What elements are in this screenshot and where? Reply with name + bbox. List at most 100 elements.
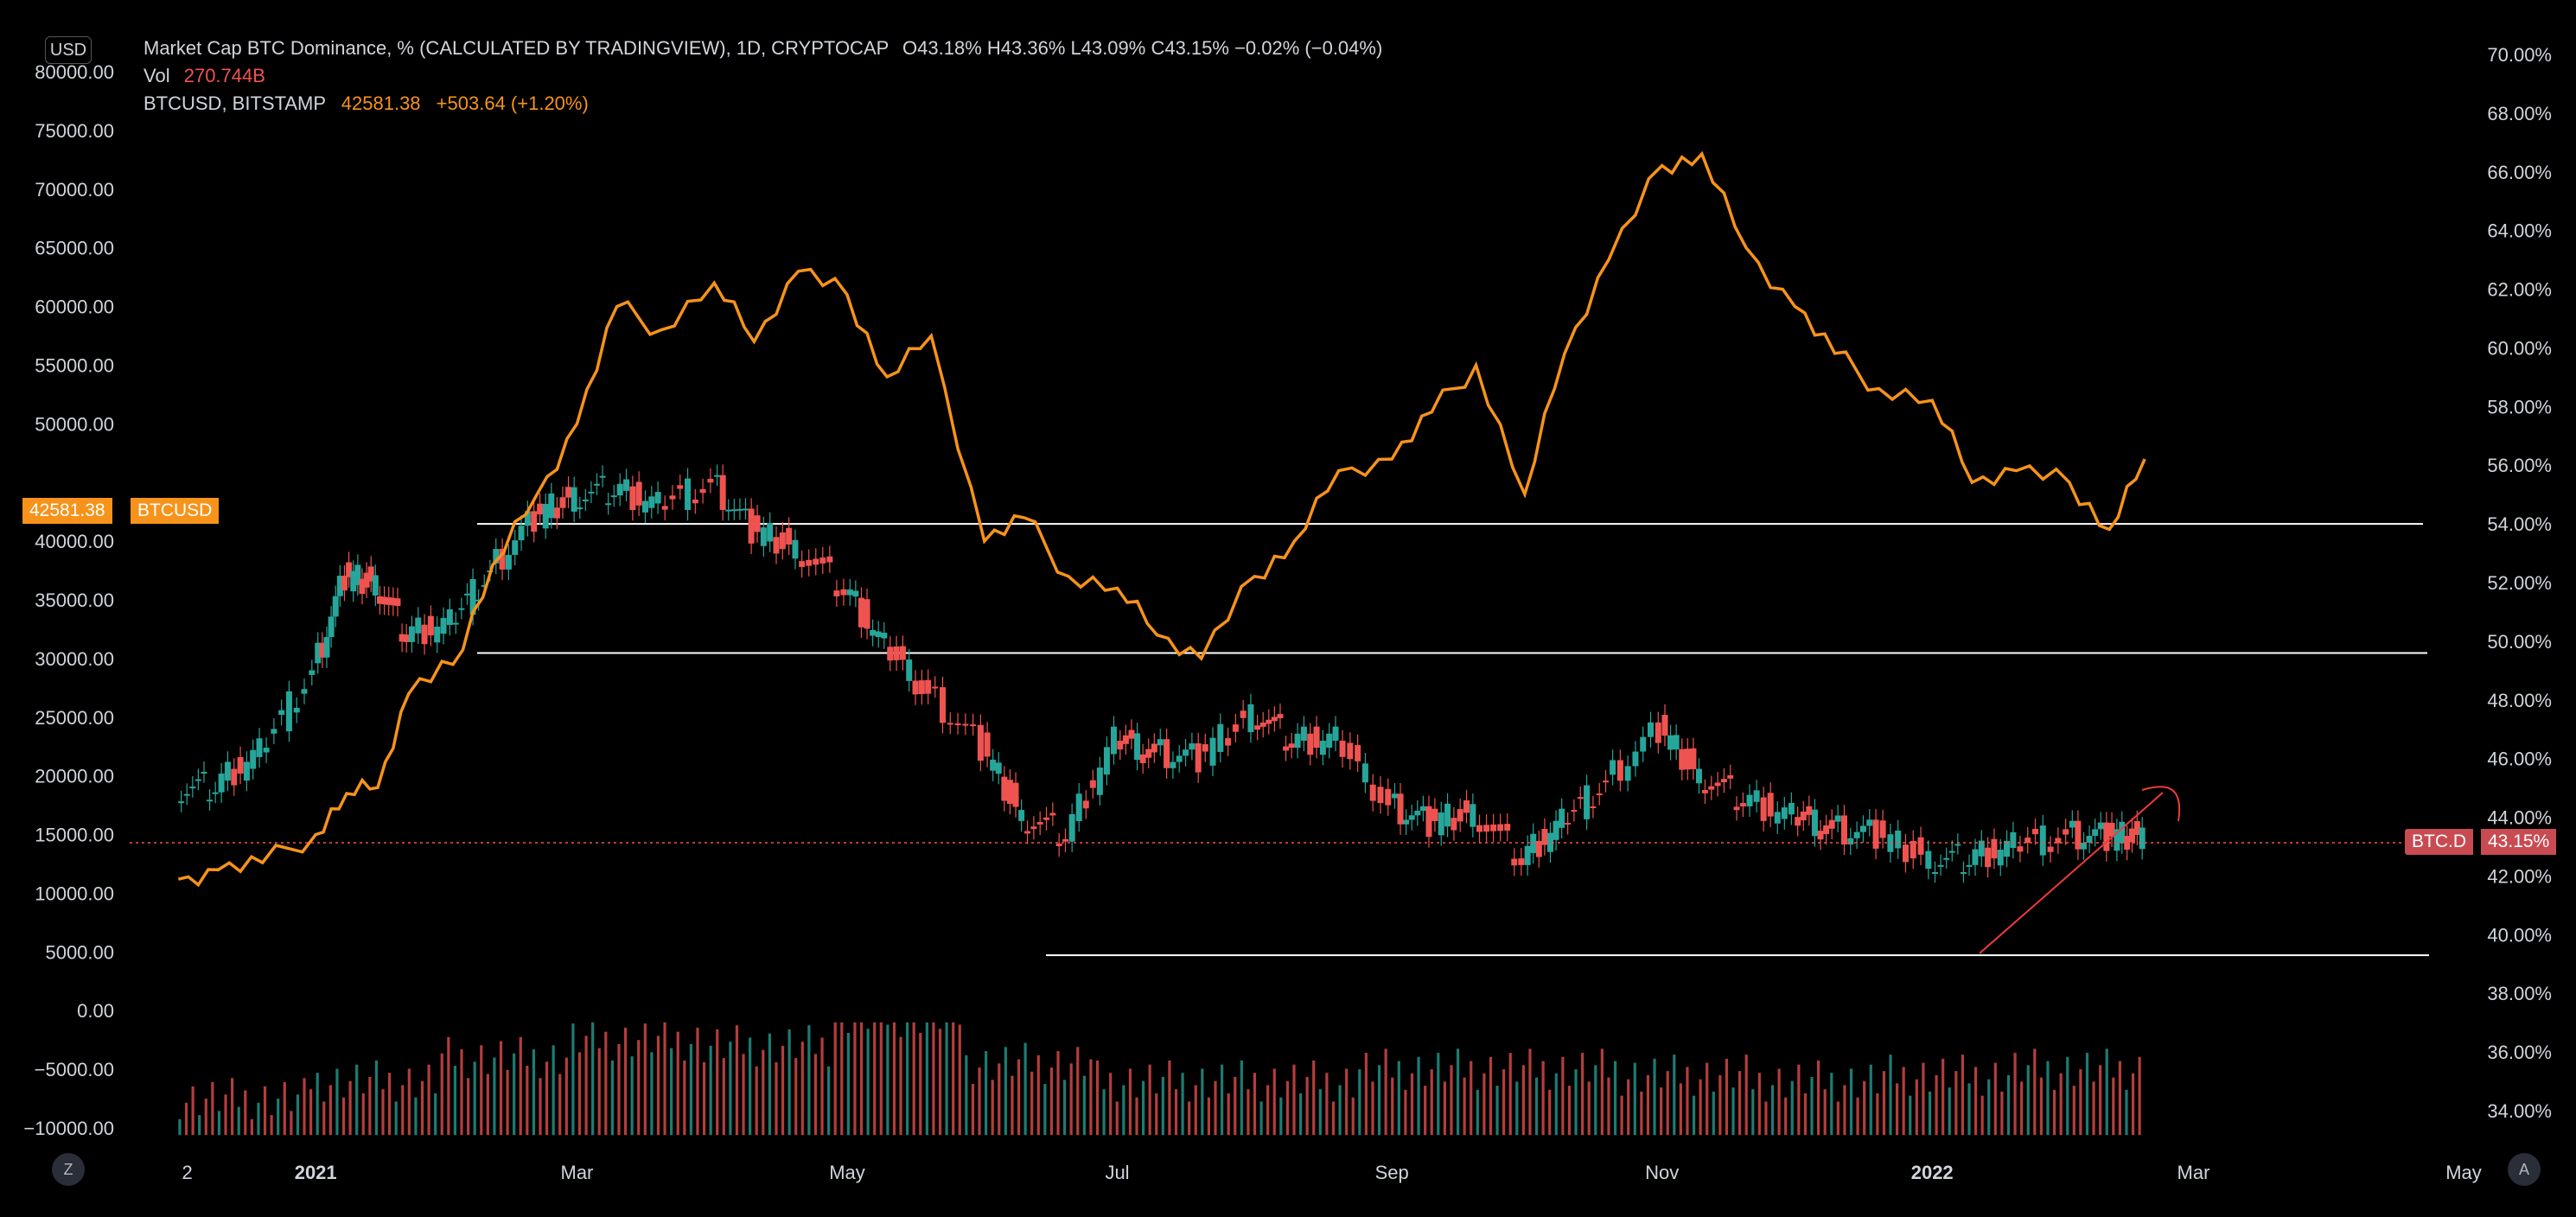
right-axis-tick-label: 68.00% — [2487, 103, 2552, 124]
candle-body — [1584, 785, 1591, 819]
volume-bar — [827, 1066, 831, 1136]
candle-body — [1727, 774, 1734, 779]
volume-bar — [420, 1080, 424, 1136]
candle-body — [685, 478, 692, 511]
volume-bar — [231, 1078, 234, 1136]
candle-body — [328, 616, 335, 638]
candle-body — [1553, 820, 1559, 840]
candle-body — [524, 511, 531, 526]
volume-bar — [1155, 1093, 1158, 1136]
volume-bar — [873, 1022, 877, 1136]
candle-body — [1189, 743, 1196, 750]
volume-bar — [775, 1061, 778, 1136]
candle-body — [1667, 735, 1674, 750]
candle-body — [1096, 767, 1103, 795]
volume-bar — [368, 1076, 372, 1136]
volume-bar — [985, 1051, 988, 1136]
time-axis[interactable]: 2 2021 Mar May Jul Sep Nov 2022 Mar May — [182, 1162, 2481, 1183]
candle-body — [1701, 789, 1708, 793]
volume-bar — [1876, 1093, 1879, 1136]
volume-bar — [1135, 1097, 1138, 1136]
candle-body — [1283, 746, 1290, 751]
legend-btc-row: BTCUSD, BITSTAMP 42581.38 +503.64 (+1.20… — [143, 90, 1382, 118]
candle-body — [1277, 714, 1284, 718]
volume-bar — [1285, 1080, 1290, 1136]
volume-bar — [2125, 1089, 2128, 1136]
right-axis-tick-label: 56.00% — [2487, 455, 2552, 476]
candle-body — [1431, 808, 1438, 822]
candle-body — [315, 642, 322, 664]
candle-body — [792, 539, 799, 559]
candle-body — [1049, 812, 1056, 816]
candle-body — [2004, 840, 2011, 857]
volume-bar — [617, 1043, 621, 1136]
left-price-axis[interactable]: 80000.00 75000.00 70000.00 65000.00 60000.00… — [23, 61, 114, 1139]
candle-body — [754, 515, 761, 532]
candle-body — [635, 481, 642, 506]
candle-body — [1403, 819, 1410, 825]
candle-body — [954, 723, 961, 725]
volume-bar — [1600, 1048, 1604, 1136]
candle-body — [977, 724, 984, 761]
candle-body — [925, 679, 932, 694]
zoom-button[interactable]: Z — [52, 1153, 85, 1186]
right-price-axis[interactable]: 70.00% 68.00% 66.00% 64.00% 62.00% 60.00% 58.0… — [2487, 44, 2552, 1122]
volume-bar — [1410, 1073, 1414, 1136]
volume-bar — [1377, 1065, 1381, 1136]
volume-bar — [1030, 1071, 1034, 1136]
volume-bar — [303, 1078, 306, 1136]
candle-body — [984, 732, 991, 757]
candle-body — [224, 761, 231, 781]
volume-bar — [1358, 1069, 1361, 1136]
candle-body — [2080, 842, 2087, 850]
volume-bar — [506, 1069, 509, 1136]
volume-bar — [1482, 1073, 1486, 1136]
candle-body — [725, 509, 732, 512]
candle-body — [421, 624, 428, 645]
candle-body — [1232, 724, 1239, 732]
volume-bar — [309, 1089, 313, 1136]
trend-arrow — [1979, 786, 2181, 954]
volume-bar — [1660, 1087, 1663, 1136]
candle-body — [1339, 740, 1346, 757]
volume-bar — [1528, 1048, 1532, 1136]
volume-bar — [1214, 1080, 1217, 1136]
volume-bar — [702, 1061, 706, 1136]
candle-body — [1397, 793, 1404, 825]
volume-bar — [643, 1023, 647, 1136]
candle-body — [826, 556, 833, 563]
candle-body — [730, 509, 737, 512]
volume-bar — [1181, 1073, 1184, 1136]
volume-bar — [906, 1022, 909, 1136]
right-axis-tick-label: 38.00% — [2487, 983, 2552, 1004]
volume-bar — [1515, 1081, 1519, 1136]
volume-bar — [1266, 1085, 1270, 1136]
currency-button[interactable]: USD — [45, 36, 92, 64]
candle-body — [2047, 846, 2054, 852]
candle-body — [1030, 826, 1037, 830]
volume-bar — [1751, 1089, 1755, 1136]
candle-body — [1217, 723, 1224, 752]
candle-body — [2069, 820, 2075, 828]
candle-body — [518, 526, 525, 541]
volume-bar — [2013, 1053, 2017, 1136]
volume-bar — [1318, 1089, 1322, 1136]
volume-bar — [2000, 1091, 2004, 1136]
volume-bar — [1987, 1079, 1991, 1136]
auto-scale-button[interactable]: A — [2508, 1153, 2541, 1186]
volume-bar — [1456, 1048, 1460, 1136]
volume-bar — [1902, 1067, 1905, 1136]
volume-bar — [263, 1086, 267, 1136]
candle-body — [183, 793, 190, 796]
right-axis-tick-label: 66.00% — [2487, 162, 2552, 183]
candle-body — [1075, 793, 1082, 822]
volume-bar — [1961, 1055, 1965, 1136]
volume-bar — [257, 1102, 260, 1136]
volume-bar — [1928, 1091, 1932, 1136]
volume-bar — [1823, 1089, 1827, 1136]
btcusd-price-tag: 42581.38 — [22, 498, 112, 524]
volume-bar — [1922, 1062, 1925, 1136]
volume-bar — [1770, 1085, 1775, 1136]
legend-main-row: Market Cap BTC Dominance, % (CALCULATED … — [143, 35, 1382, 62]
